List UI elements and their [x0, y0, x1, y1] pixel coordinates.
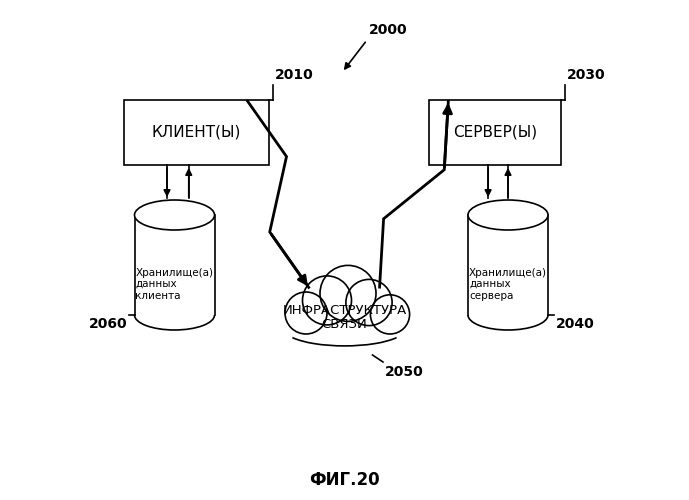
- Circle shape: [302, 276, 351, 325]
- Bar: [134, 215, 214, 315]
- Bar: [429, 100, 561, 165]
- Circle shape: [371, 295, 409, 334]
- Bar: [468, 215, 548, 315]
- Text: ИНФРАСТРУКТУРА
СВЯЗИ: ИНФРАСТРУКТУРА СВЯЗИ: [282, 304, 407, 332]
- Text: Хранилище(а)
данных
сервера: Хранилище(а) данных сервера: [469, 268, 547, 300]
- Text: 2030: 2030: [567, 68, 606, 82]
- Text: Хранилище(а)
данных
клиента: Хранилище(а) данных клиента: [136, 268, 214, 300]
- Text: 2010: 2010: [274, 68, 313, 82]
- Text: 2040: 2040: [555, 318, 594, 332]
- Circle shape: [285, 292, 327, 334]
- Text: СЕРВЕР(Ы): СЕРВЕР(Ы): [453, 125, 537, 140]
- Ellipse shape: [468, 200, 548, 230]
- Bar: [123, 100, 269, 165]
- Bar: [282, 313, 407, 338]
- Ellipse shape: [134, 200, 214, 230]
- Text: КЛИЕНТ(Ы): КЛИЕНТ(Ы): [152, 125, 240, 140]
- Circle shape: [320, 266, 376, 322]
- Text: ФИГ.20: ФИГ.20: [309, 471, 380, 489]
- Text: 2050: 2050: [385, 366, 424, 380]
- Text: 2000: 2000: [369, 24, 407, 38]
- Circle shape: [346, 280, 392, 326]
- Text: 2060: 2060: [88, 318, 127, 332]
